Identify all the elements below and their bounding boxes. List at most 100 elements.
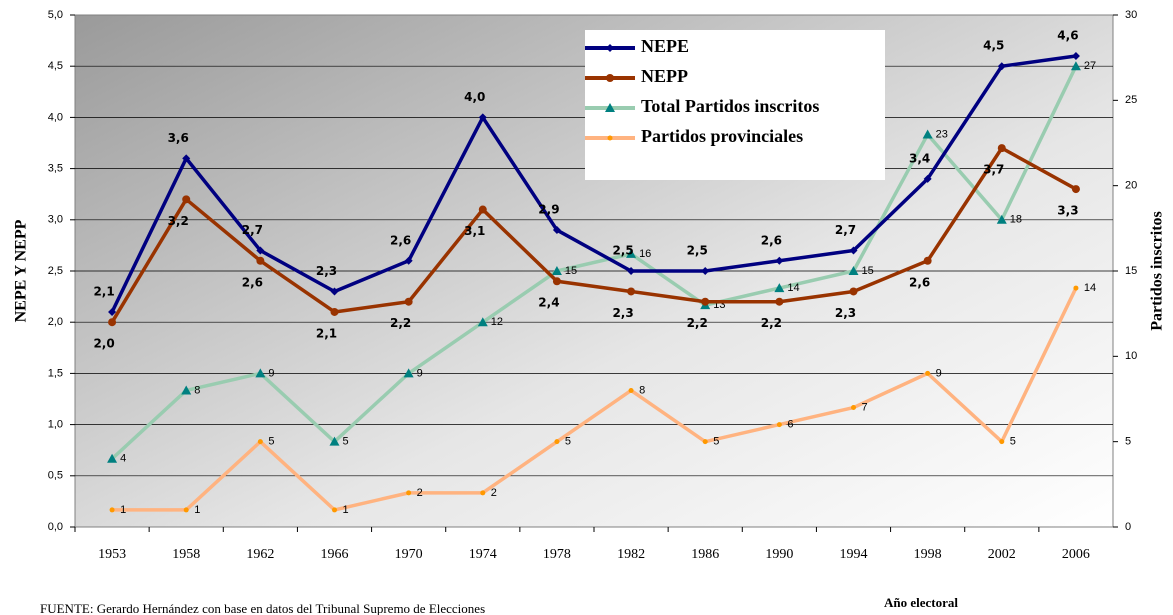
y-tick-label: 1,5	[48, 367, 63, 379]
x-tick-label: 1958	[172, 547, 200, 562]
marker	[551, 266, 562, 275]
marker	[480, 490, 486, 496]
marker	[627, 267, 636, 275]
data-label: 3,6	[168, 131, 189, 145]
x-tick-label: 1953	[98, 547, 126, 562]
marker	[404, 256, 413, 265]
data-label: 2,5	[612, 244, 633, 258]
x-tick-label: 1970	[395, 547, 423, 562]
y-tick-label: 0,0	[48, 521, 63, 533]
series-line	[110, 146, 1077, 324]
data-label: 2,7	[242, 223, 263, 237]
marker	[849, 246, 858, 255]
x-tick-label: 2006	[1062, 547, 1090, 562]
data-label: 2,3	[835, 306, 856, 320]
data-label: 5	[565, 436, 571, 448]
data-label: 14	[787, 282, 799, 294]
data-label: 15	[565, 265, 577, 277]
data-label: 1	[343, 504, 349, 516]
y2-tick-label: 30	[1125, 9, 1137, 21]
marker	[1071, 51, 1080, 60]
data-label: 3,2	[168, 214, 189, 228]
marker	[329, 436, 340, 446]
series-line	[112, 287, 1078, 512]
data-label: 2,6	[761, 233, 782, 247]
y-tick-label: 2,5	[48, 265, 63, 277]
data-label: 2	[417, 487, 423, 499]
legend-marker	[606, 44, 614, 52]
data-label: 7	[862, 401, 868, 413]
data-label: 12	[491, 316, 503, 328]
marker	[775, 297, 784, 306]
x-tick-label: 1982	[617, 547, 645, 562]
marker	[183, 507, 189, 513]
data-label: 2,6	[390, 233, 411, 247]
data-label: 16	[639, 248, 651, 260]
marker	[478, 205, 487, 214]
data-label: 3,7	[983, 163, 1004, 177]
x-tick-label: 1978	[543, 547, 571, 562]
marker	[923, 256, 932, 265]
marker	[922, 129, 933, 139]
marker	[925, 370, 931, 376]
data-label: 5	[713, 436, 719, 448]
marker	[1070, 61, 1081, 71]
data-label: 3,4	[909, 151, 930, 165]
legend-marker	[607, 135, 613, 141]
data-label: 23	[936, 128, 948, 140]
marker	[108, 307, 117, 316]
x-tick-label: 1974	[469, 547, 497, 562]
marker	[849, 287, 858, 296]
marker	[701, 297, 710, 306]
y2-tick-label: 20	[1125, 180, 1137, 192]
y-tick-label: 4,0	[48, 111, 63, 123]
marker	[255, 368, 266, 378]
data-label: 4,5	[983, 39, 1004, 53]
legend-marker	[605, 103, 615, 112]
data-label: 14	[1084, 282, 1096, 294]
legend-box	[585, 30, 885, 180]
data-label: 2,5	[687, 244, 708, 258]
x-tick-label: 1962	[246, 547, 274, 562]
marker	[478, 113, 487, 122]
marker	[851, 405, 856, 411]
marker	[848, 266, 859, 275]
data-label: 18	[1010, 214, 1022, 226]
marker	[996, 214, 1007, 224]
data-label: 2,2	[761, 316, 782, 330]
marker	[997, 144, 1006, 153]
data-label: 9	[936, 367, 942, 379]
marker	[404, 297, 413, 306]
data-label: 2,6	[242, 275, 263, 289]
source-note: FUENTE: Gerardo Hernández con base en da…	[40, 601, 485, 615]
data-label: 5	[1010, 436, 1016, 448]
marker	[702, 439, 708, 445]
x-tick-label: 2002	[988, 547, 1016, 562]
marker	[256, 246, 265, 255]
marker	[403, 368, 414, 378]
y2-axis-label: Partidos inscritos	[1149, 211, 1166, 331]
data-label: 2,1	[316, 326, 337, 340]
y-axis-label: NEPE Y NEPP	[13, 219, 30, 322]
y2-tick-label: 0	[1125, 521, 1131, 533]
y-tick-label: 2,0	[48, 316, 63, 328]
legend-marker	[606, 74, 614, 82]
data-label: 6	[787, 419, 793, 431]
data-label: 8	[194, 384, 200, 396]
y-tick-label: 3,0	[48, 214, 63, 226]
y-tick-label: 4,5	[48, 60, 63, 72]
marker	[554, 439, 560, 445]
x-axis-label: Año electoral	[884, 595, 958, 610]
marker	[997, 62, 1006, 71]
data-label: 2,2	[687, 316, 708, 330]
marker	[107, 453, 118, 463]
series-line	[110, 54, 1077, 313]
marker	[108, 318, 117, 327]
marker	[628, 387, 634, 393]
data-label: 15	[862, 265, 874, 277]
data-label: 4	[120, 453, 126, 465]
x-tick-label: 1966	[321, 547, 349, 562]
data-label: 5	[343, 436, 349, 448]
y-tick-label: 3,5	[48, 163, 63, 175]
marker	[182, 154, 191, 163]
